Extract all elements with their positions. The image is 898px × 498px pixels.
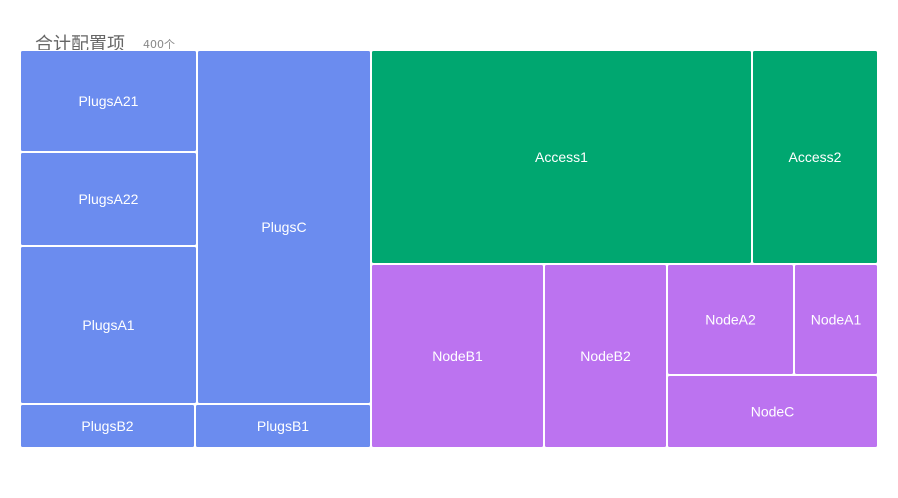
treemap-rect[interactable] — [752, 50, 878, 264]
treemap-rect[interactable] — [667, 264, 794, 375]
treemap-rect[interactable] — [20, 152, 197, 246]
treemap-label: Access1 — [535, 149, 588, 165]
treemap-cell-nodea1[interactable]: NodeA1 — [794, 264, 878, 375]
treemap-rect[interactable] — [20, 50, 197, 152]
treemap-label: PlugsB2 — [81, 418, 133, 434]
treemap-rect[interactable] — [371, 264, 544, 448]
treemap-label: PlugsA1 — [82, 317, 134, 333]
treemap-rect[interactable] — [20, 246, 197, 404]
treemap-rect[interactable] — [667, 375, 878, 448]
treemap-cell-plugsc[interactable]: PlugsC — [197, 50, 371, 404]
treemap-label: NodeA2 — [705, 312, 756, 328]
treemap-cell-access1[interactable]: Access1 — [371, 50, 752, 264]
treemap-label: NodeB2 — [580, 348, 631, 364]
treemap-cell-nodec[interactable]: NodeC — [667, 375, 878, 448]
treemap-cell-plugsa21[interactable]: PlugsA21 — [20, 50, 197, 152]
treemap-cell-nodea2[interactable]: NodeA2 — [667, 264, 794, 375]
treemap-cell-nodeb1[interactable]: NodeB1 — [371, 264, 544, 448]
treemap-cell-nodeb2[interactable]: NodeB2 — [544, 264, 667, 448]
chart-title: 合计配置项 — [35, 34, 125, 55]
treemap-label: PlugsA22 — [79, 191, 139, 207]
treemap-label: Access2 — [789, 149, 842, 165]
treemap-cell-plugsb1[interactable]: PlugsB1 — [195, 404, 371, 448]
treemap-label: NodeC — [751, 404, 795, 420]
treemap-cell-access2[interactable]: Access2 — [752, 50, 878, 264]
treemap-rect[interactable] — [371, 50, 752, 264]
treemap-label: NodeB1 — [432, 348, 483, 364]
treemap-rect[interactable] — [195, 404, 371, 448]
treemap-cell-plugsa1[interactable]: PlugsA1 — [20, 246, 197, 404]
treemap-label: PlugsA21 — [79, 93, 139, 109]
treemap-label: NodeA1 — [811, 312, 862, 328]
treemap-cell-plugsb2[interactable]: PlugsB2 — [20, 404, 195, 448]
chart-subtitle: 400个 — [143, 38, 175, 51]
treemap-cell-plugsa22[interactable]: PlugsA22 — [20, 152, 197, 246]
treemap-rect[interactable] — [197, 50, 371, 404]
treemap-rect[interactable] — [794, 264, 878, 375]
treemap-label: PlugsB1 — [257, 418, 309, 434]
treemap-rect[interactable] — [20, 404, 195, 448]
treemap-label: PlugsC — [261, 219, 306, 235]
treemap-rect[interactable] — [544, 264, 667, 448]
